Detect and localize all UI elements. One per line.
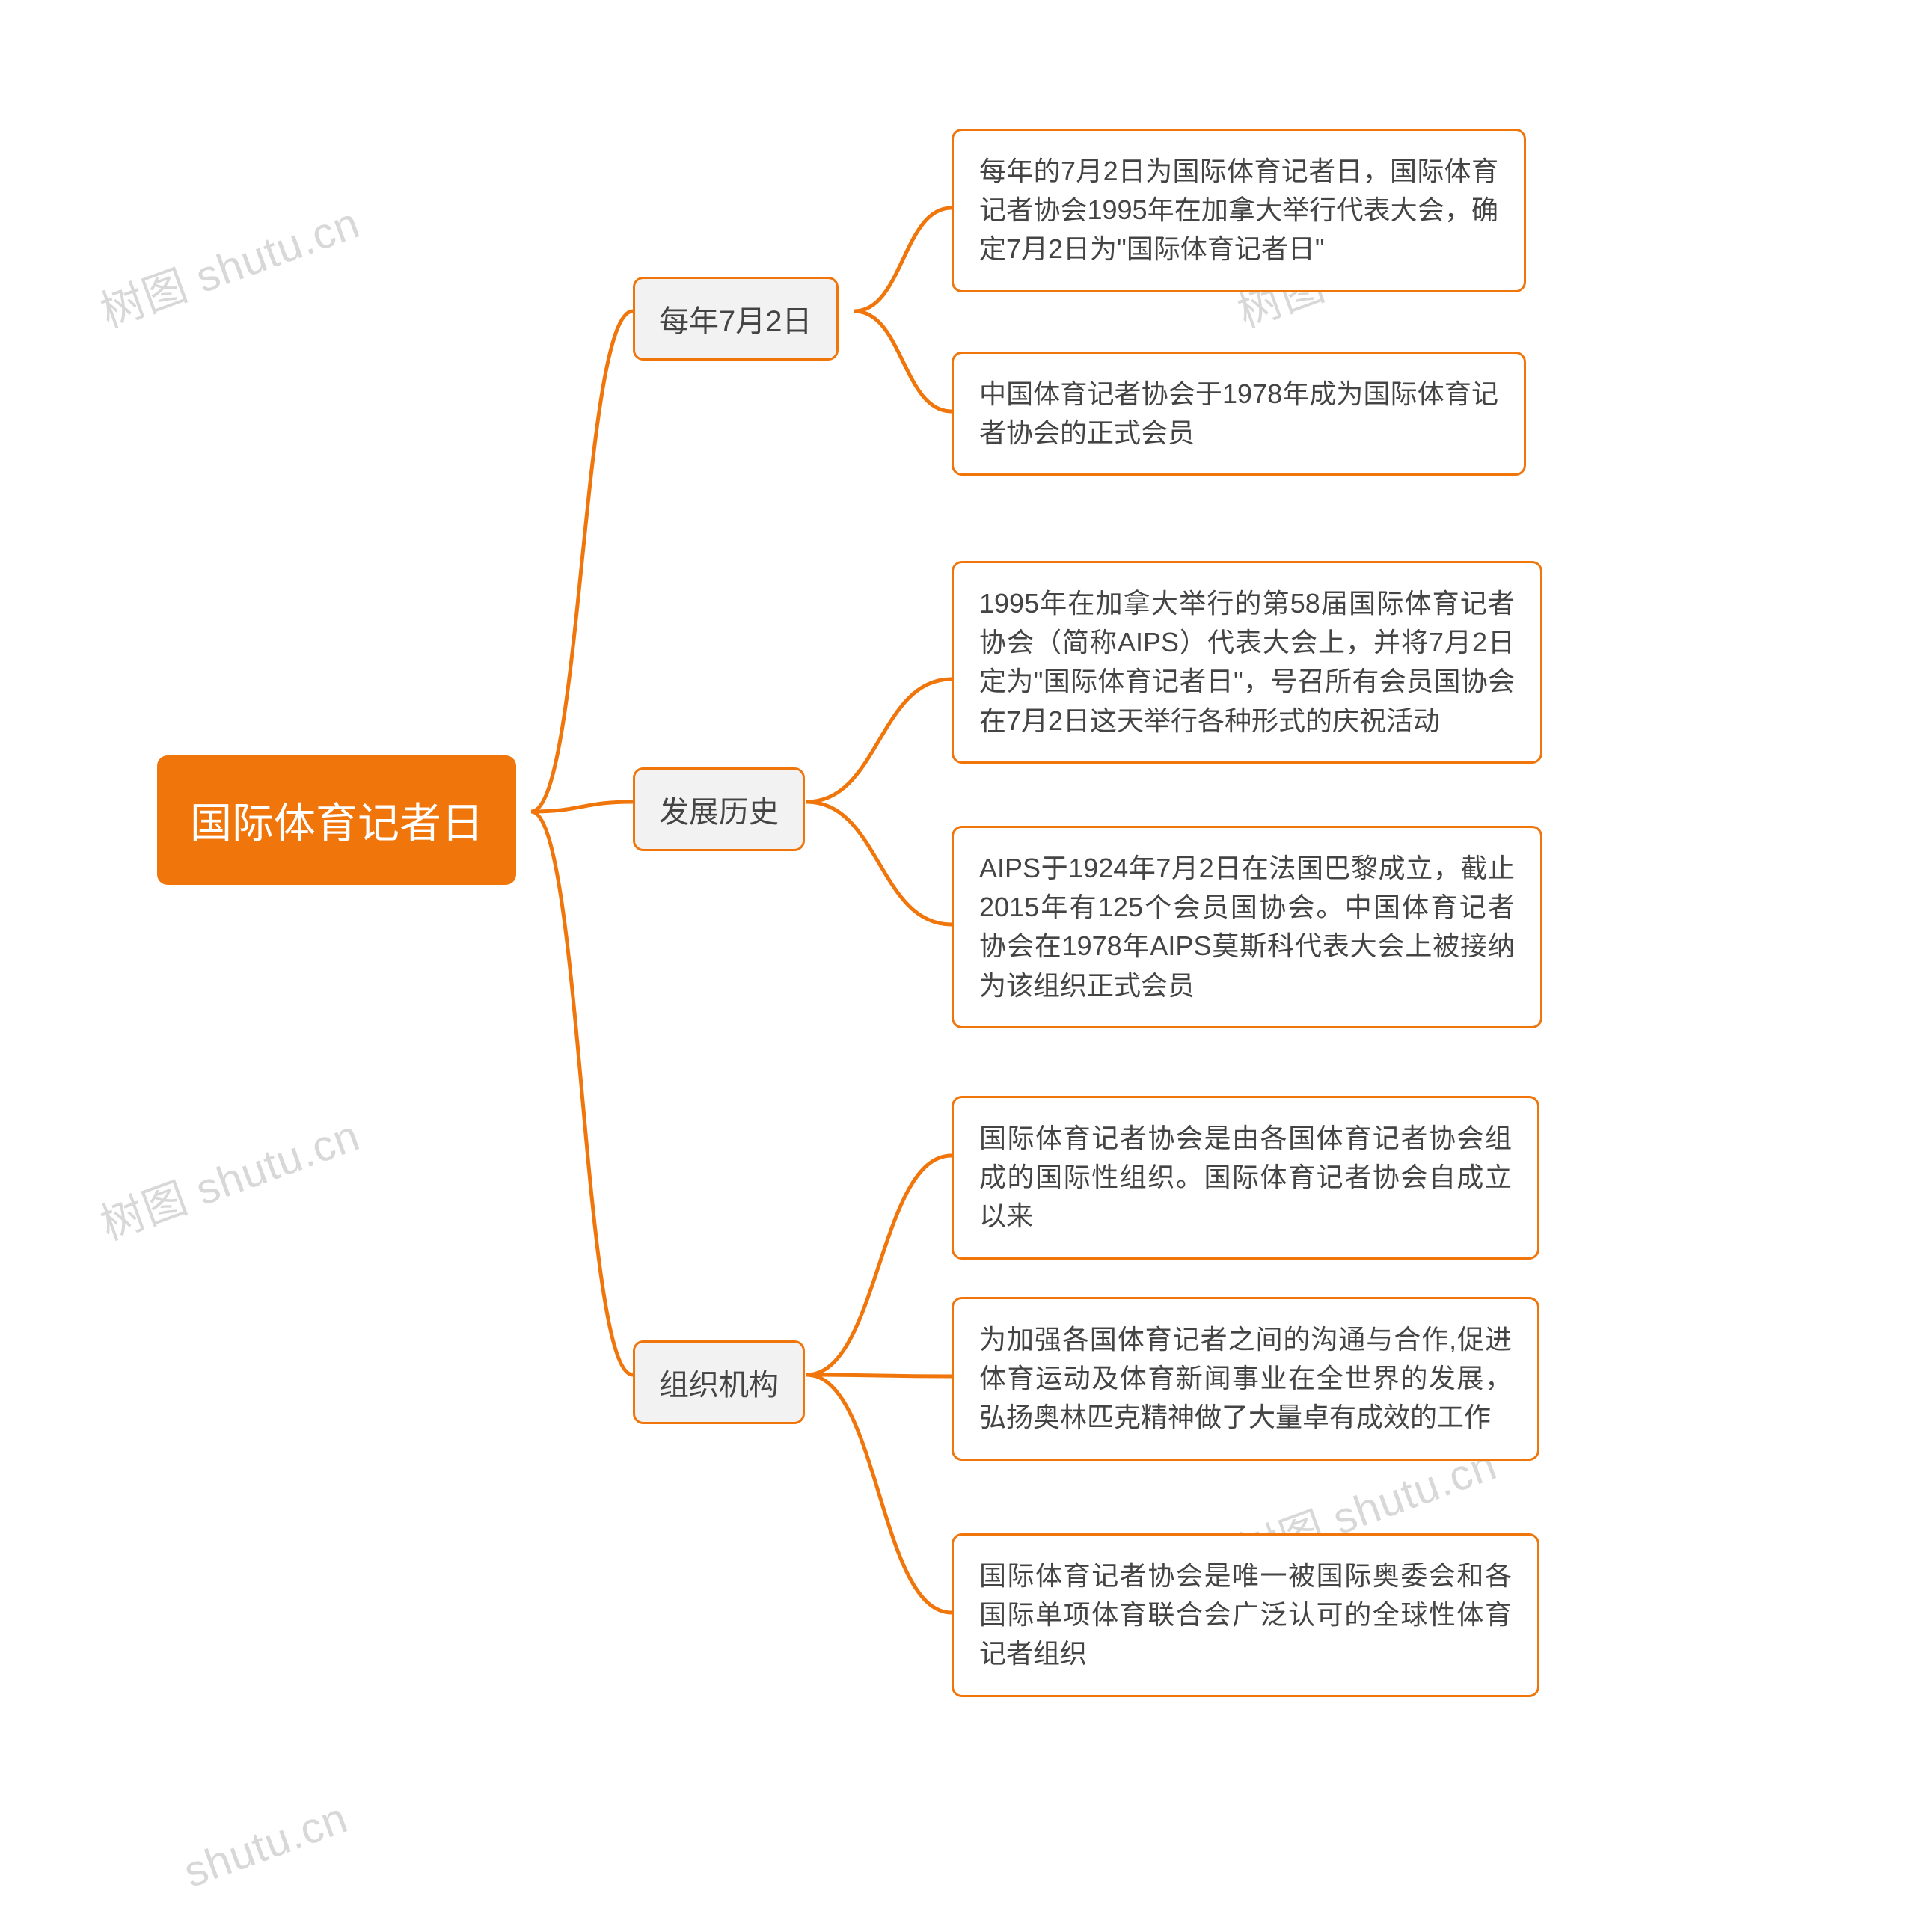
leaf-node: AIPS于1924年7月2日在法国巴黎成立，截止2015年有125个会员国协会。… <box>952 826 1542 1028</box>
leaf-node: 每年的7月2日为国际体育记者日，国际体育记者协会1995年在加拿大举行代表大会，… <box>952 129 1526 292</box>
leaf-node: 为加强各国体育记者之间的沟通与合作,促进体育运动及体育新闻事业在全世界的发展，弘… <box>952 1297 1539 1461</box>
root-node: 国际体育记者日 <box>157 755 516 885</box>
branch-node: 组织机构 <box>633 1340 805 1424</box>
watermark: 树图 shutu.cn <box>91 188 367 340</box>
leaf-node: 国际体育记者协会是由各国体育记者协会组成的国际性组织。国际体育记者协会自成立以来 <box>952 1096 1539 1260</box>
mindmap-canvas: 树图 shutu.cn树图 shutu.cn树图 shutu.cn树图 shut… <box>0 0 1915 1932</box>
leaf-node: 国际体育记者协会是唯一被国际奥委会和各国际单项体育联合会广泛认可的全球性体育记者… <box>952 1533 1539 1697</box>
branch-node: 每年7月2日 <box>633 277 839 361</box>
leaf-node: 1995年在加拿大举行的第58届国际体育记者协会（简称AIPS）代表大会上，并将… <box>952 561 1542 764</box>
watermark: shutu.cn <box>177 1792 354 1898</box>
watermark: 树图 shutu.cn <box>91 1100 367 1252</box>
branch-node: 发展历史 <box>633 767 805 851</box>
leaf-node: 中国体育记者协会于1978年成为国际体育记者协会的正式会员 <box>952 352 1526 476</box>
